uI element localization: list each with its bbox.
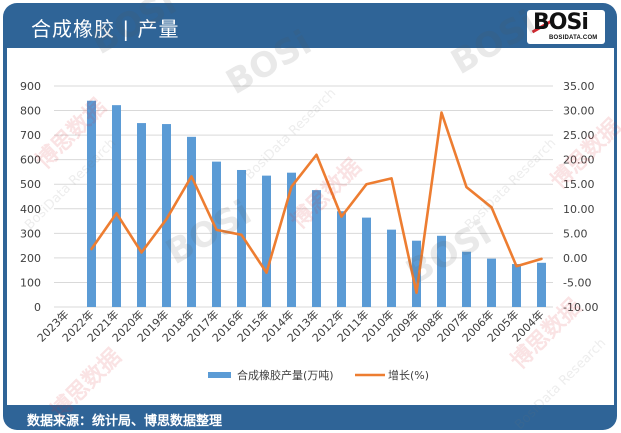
page-title: 合成橡胶 | 产量 — [31, 17, 180, 41]
bosi-logo: BOSi BOSIDATA.COM — [527, 10, 605, 44]
chart-panel — [7, 48, 614, 405]
logo-url: BOSIDATA.COM — [549, 35, 598, 41]
logo-mark: BOSi — [533, 10, 589, 35]
data-source-note: 数据来源：统计局、博思数据整理 — [27, 414, 223, 429]
